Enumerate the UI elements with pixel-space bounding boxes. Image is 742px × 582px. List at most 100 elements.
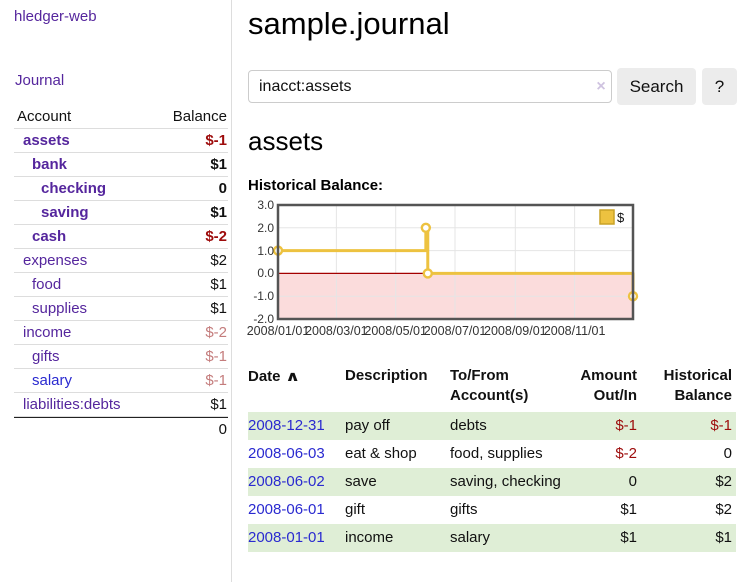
accounts-rows: assets $-1 bank $1 checking 0 saving $1 cash $-2 e… (14, 129, 228, 417)
description-cell: save (345, 468, 450, 496)
description-column-header: Description (345, 367, 428, 384)
account-link-saving[interactable]: saving (41, 204, 89, 221)
description-cell: eat & shop (345, 445, 417, 462)
app-title-link[interactable]: hledger-web (14, 8, 97, 25)
x-axis-tick-label: 2008/01/01 (246, 324, 310, 338)
search-button[interactable]: Search (617, 68, 696, 105)
page-title: sample.journal (248, 6, 450, 41)
x-axis-tick-label: 2008/07/01 (423, 324, 487, 338)
balance-cell: $2 (715, 501, 732, 518)
amount-cell: $-2 (615, 445, 637, 462)
account-row: food $1 (14, 273, 228, 297)
date-column-header[interactable]: Date ∧ (248, 364, 345, 412)
chart-title: Historical Balance: (248, 177, 384, 194)
transaction-date-link[interactable]: 2008-06-02 (248, 473, 325, 490)
accounts-table-header: Account Balance (14, 105, 228, 129)
account-row: saving $1 (14, 201, 228, 225)
account-balance: $1 (210, 396, 227, 413)
sidebar: hledger-web Journal Account Balance asse… (0, 0, 232, 582)
balance-cell: $1 (641, 524, 736, 552)
accounts-cell: salary (450, 524, 569, 552)
account-link-cash[interactable]: cash (32, 228, 67, 245)
description-cell: gift (345, 501, 366, 518)
accounts-table: Account Balance assets $-1 bank $1 checking 0… (14, 105, 228, 441)
account-balance: $1 (210, 300, 227, 317)
balance-cell: $-1 (641, 412, 736, 440)
balance-cell: 0 (723, 445, 732, 462)
register-row[interactable]: 2008-12-31 pay off debts $-1 $-1 (248, 412, 736, 440)
account-balance: $-2 (205, 324, 227, 341)
amount-cell: $1 (620, 501, 637, 518)
account-balance: $2 (210, 252, 227, 269)
account-link-checking[interactable]: checking (41, 180, 107, 197)
account-column-header: Account (17, 108, 72, 125)
clear-search-icon[interactable]: × (596, 78, 606, 95)
y-axis-tick-label: 0.0 (257, 266, 274, 281)
account-balance: $-2 (205, 228, 227, 245)
account-row: assets $-1 (14, 129, 228, 153)
accounts-cell: debts (450, 412, 569, 440)
transaction-date-link[interactable]: 2008-06-03 (248, 445, 325, 462)
date-cell: 2008-06-02 (248, 468, 345, 496)
account-link-gifts[interactable]: gifts (32, 348, 60, 365)
account-balance: 0 (218, 180, 227, 197)
account-row: expenses $2 (14, 249, 228, 273)
account-link-income[interactable]: income (23, 324, 72, 341)
balance-column-header: Balance (172, 108, 227, 125)
amount-column-header: Amount Out/In (580, 367, 637, 404)
account-balance: $1 (210, 156, 227, 173)
accounts-total-value: 0 (218, 421, 227, 438)
register-row[interactable]: 2008-06-01 gift gifts $1 $2 (248, 496, 736, 524)
x-axis-tick-label: 2008/05/01 (364, 324, 427, 338)
amount-cell: $1 (569, 524, 641, 552)
account-heading: assets (248, 126, 324, 156)
transaction-date-link[interactable]: 2008-01-01 (248, 529, 325, 546)
register-row[interactable]: 2008-01-01 income salary $1 $1 (248, 524, 736, 552)
sort-ascending-icon: ∧ (284, 368, 300, 384)
date-cell: 2008-01-01 (248, 524, 345, 552)
account-row: checking 0 (14, 177, 228, 201)
account-row: liabilities:debts $1 (14, 393, 228, 417)
account-link-bank[interactable]: bank (32, 156, 68, 173)
account-balance: $-1 (205, 348, 227, 365)
x-axis-tick-label: 2008/09/01 (484, 324, 547, 338)
chart-canvas: $ (272, 203, 639, 321)
account-balance: $1 (210, 276, 227, 293)
y-axis-tick-label: -2.0 (253, 312, 274, 326)
account-link-assets[interactable]: assets (23, 132, 70, 149)
description-cell: pay off (345, 412, 450, 440)
account-link-food[interactable]: food (32, 276, 62, 293)
accounts-cell: gifts (450, 501, 478, 518)
register-table: Date ∧ Description To/From Account(s) Amo… (248, 364, 736, 552)
historical-balance-chart: $3.0 2.0 1.0 0.0 -1.0 -2.0 2008/01/01 2008/03/0… (247, 198, 643, 345)
amount-cell: 0 (569, 468, 641, 496)
x-axis-tick-label: 2008/11/01 (543, 324, 606, 338)
help-button[interactable]: ? (702, 68, 737, 105)
accounts-total-row: 0 (14, 417, 228, 441)
account-link-salary[interactable]: salary (32, 372, 73, 389)
date-cell: 2008-06-03 (248, 440, 345, 468)
y-axis-tick-label: -1.0 (253, 289, 274, 304)
account-balance: $-1 (205, 132, 227, 149)
transaction-date-link[interactable]: 2008-06-01 (248, 501, 325, 518)
register-row[interactable]: 2008-06-03 eat & shop food, supplies $-2 0 (248, 440, 736, 468)
account-row: gifts $-1 (14, 345, 228, 369)
account-row: salary $-1 (14, 369, 228, 393)
account-row: bank $1 (14, 153, 228, 177)
account-link-expenses[interactable]: expenses (23, 252, 88, 269)
y-axis-tick-label: 2.0 (257, 220, 274, 235)
accounts-cell: food, supplies (450, 445, 543, 462)
balance-column-header: Historical Balance (663, 367, 732, 404)
balance-cell: $2 (641, 468, 736, 496)
account-link-liabilities-debts[interactable]: liabilities:debts (23, 396, 121, 413)
search-input[interactable] (248, 70, 612, 103)
y-axis-tick-label: 1.0 (257, 243, 274, 258)
register-header-row: Date ∧ Description To/From Account(s) Amo… (248, 364, 736, 412)
account-row: cash $-2 (14, 225, 228, 249)
transaction-date-link[interactable]: 2008-12-31 (248, 417, 325, 434)
register-row[interactable]: 2008-06-02 save saving, checking 0 $2 (248, 468, 736, 496)
description-cell: income (345, 524, 450, 552)
sidebar-item-journal[interactable]: Journal (15, 72, 65, 89)
account-row: supplies $1 (14, 297, 228, 321)
account-link-supplies[interactable]: supplies (32, 300, 88, 317)
